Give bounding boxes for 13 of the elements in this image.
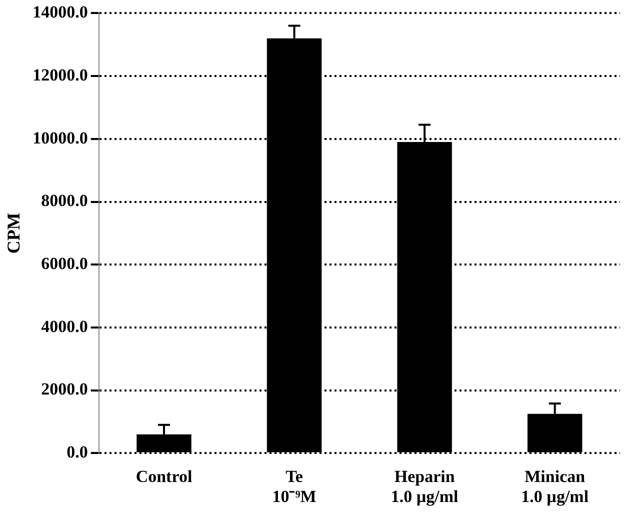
- y-axis-title: CPM: [3, 212, 24, 254]
- y-tick-label: 4000.0: [41, 316, 88, 336]
- y-tick-label: 0.0: [66, 442, 88, 462]
- y-tick-label: 6000.0: [41, 254, 88, 274]
- x-tick-label: Te 10⁻⁹M: [272, 466, 316, 506]
- y-tick-label: 10000.0: [32, 128, 88, 148]
- x-tick-label: Control: [136, 466, 192, 486]
- y-tick-label: 12000.0: [32, 65, 88, 84]
- y-tick-label: 14000.0: [32, 2, 88, 22]
- y-tick-label: 2000.0: [41, 380, 88, 399]
- x-tick-label: Heparin 1.0 µg/ml: [390, 466, 459, 506]
- y-tick-label: 8000.0: [41, 191, 88, 210]
- x-tick-label: Minican 1.0 µg/ml: [521, 466, 589, 506]
